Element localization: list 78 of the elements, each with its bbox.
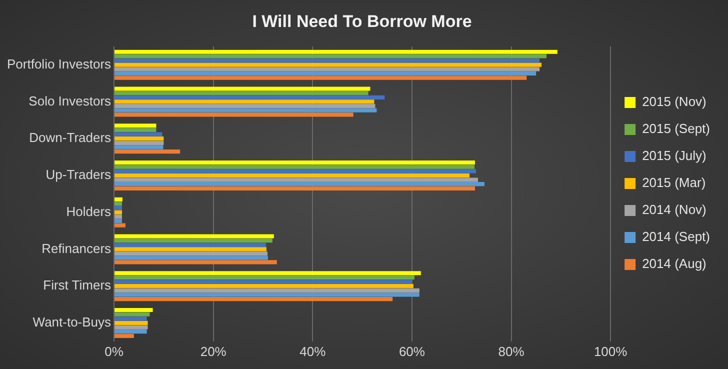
bar (114, 260, 277, 264)
x-tick-label: 60% (398, 344, 426, 359)
bar (114, 197, 122, 202)
x-tick-label: 40% (300, 344, 326, 359)
bar (114, 214, 122, 219)
bar (114, 271, 421, 276)
bar (114, 128, 156, 132)
y-tick-label: Up-Traders (46, 167, 112, 182)
y-tick-label: Solo Investors (28, 93, 112, 108)
bar (114, 100, 374, 104)
bar (114, 86, 370, 91)
bar (114, 95, 385, 100)
bar (114, 71, 536, 76)
legend-label: 2015 (July) (642, 148, 706, 164)
bar (114, 234, 274, 238)
bar (114, 50, 558, 54)
bar (114, 202, 122, 206)
bar (114, 242, 266, 247)
bar (114, 173, 470, 178)
bar (114, 145, 164, 150)
bar (114, 182, 484, 186)
legend-label: 2015 (Nov) (642, 94, 706, 110)
x-tick-label: 80% (498, 344, 525, 359)
bar (114, 320, 148, 326)
bar (114, 292, 420, 297)
y-tick-label: Refinancers (42, 240, 112, 256)
bar (114, 210, 122, 214)
bar (114, 124, 156, 128)
bar (114, 238, 272, 243)
bar (114, 312, 150, 316)
bar (114, 164, 475, 169)
bar (114, 62, 542, 67)
bar (114, 178, 478, 182)
legend-label: 2014 (Aug) (642, 256, 706, 272)
x-tick-label: 20% (200, 344, 227, 359)
bar (114, 58, 540, 63)
bar (114, 108, 377, 112)
bar (114, 284, 414, 288)
bar (114, 54, 547, 58)
bar (114, 325, 148, 330)
y-tick-label: Down-Traders (29, 130, 112, 146)
y-tick-label: First Timers (43, 278, 112, 293)
bar (114, 334, 134, 338)
legend-label: 2014 (Nov) (642, 202, 706, 218)
x-tick-label: 0% (104, 344, 124, 359)
bar (114, 308, 153, 312)
bar (114, 330, 147, 334)
bar (114, 104, 376, 108)
bar (114, 160, 476, 165)
x-tick-label: 100% (594, 344, 628, 359)
bar (114, 186, 476, 190)
bar (114, 296, 393, 302)
bar (114, 132, 162, 136)
y-tick-label: Portfolio Investors (7, 56, 112, 72)
bar (114, 149, 180, 154)
bar (114, 256, 268, 260)
y-tick-label: Want-to-Buys (32, 314, 112, 330)
bar (114, 140, 164, 145)
bar (114, 136, 164, 141)
bar (114, 76, 527, 80)
legend-label: 2015 (Sept) (642, 121, 710, 136)
bar (114, 218, 122, 224)
bar (114, 280, 412, 284)
bar (114, 275, 414, 280)
legend-label: 2015 (Mar) (642, 175, 706, 190)
legend-label: 2014 (Sept) (642, 229, 710, 244)
bar (114, 251, 268, 256)
bar (114, 169, 476, 174)
bar (114, 223, 126, 228)
bar (114, 247, 266, 252)
bar (114, 67, 540, 72)
chart-title: I Will Need To Borrow More (252, 12, 472, 31)
bar (114, 316, 147, 321)
bar (114, 288, 420, 292)
y-tick-label: Holders (66, 204, 112, 219)
bar (114, 206, 122, 210)
bar (114, 91, 368, 96)
bar (114, 112, 354, 117)
